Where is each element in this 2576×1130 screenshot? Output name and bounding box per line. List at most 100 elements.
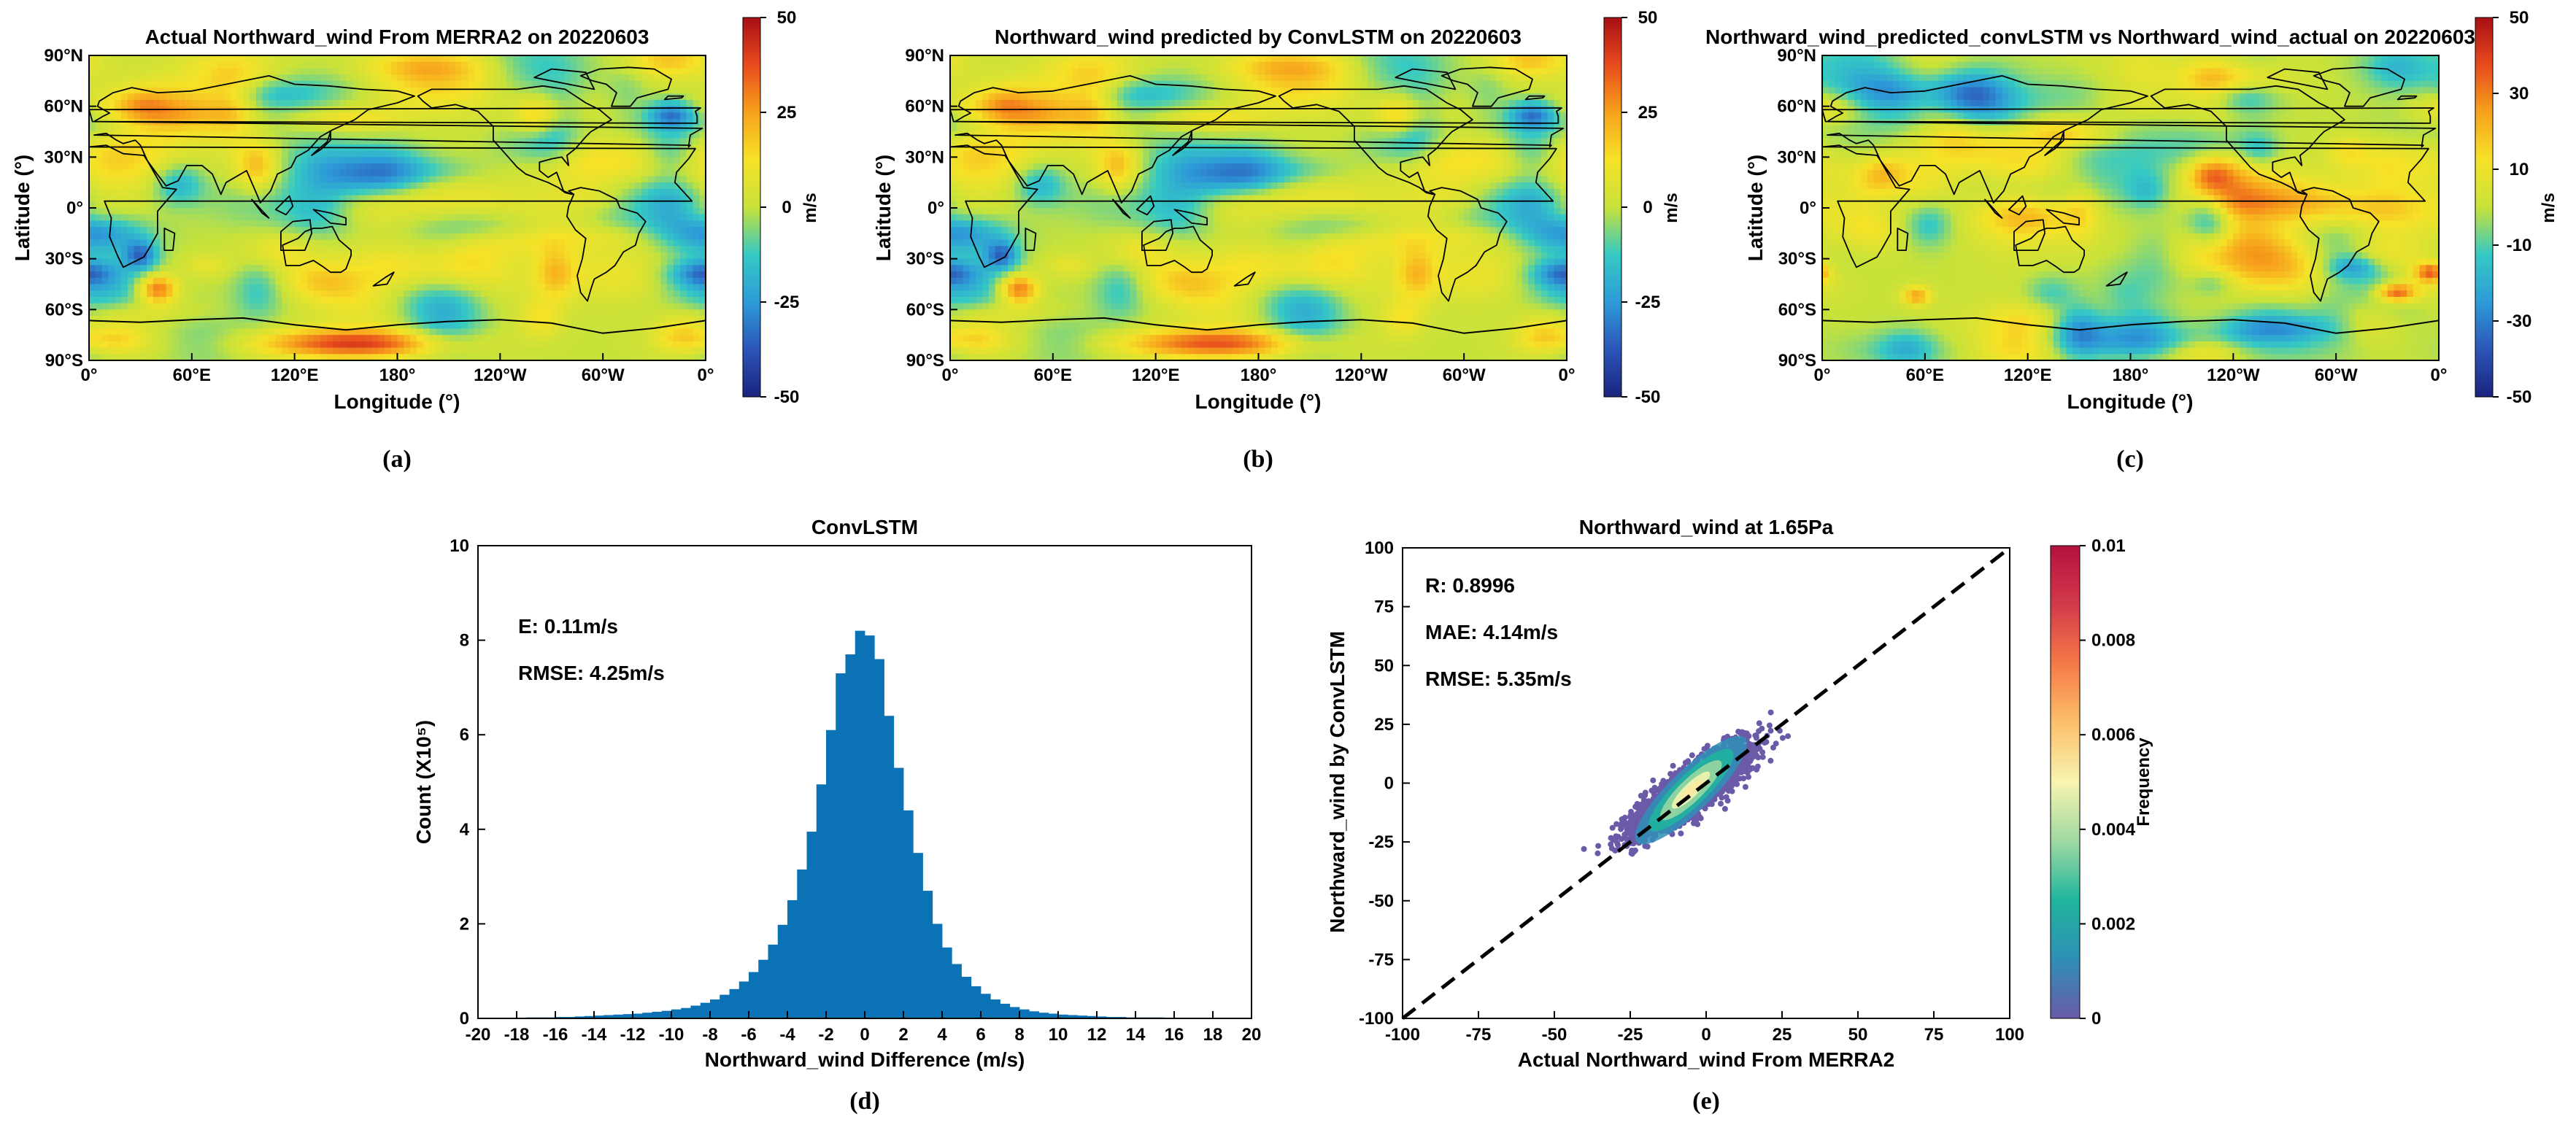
heatmap-cell <box>192 335 198 341</box>
heatmap-cell <box>481 271 487 278</box>
heatmap-cell <box>282 303 288 310</box>
heatmap-cell <box>655 119 661 125</box>
heatmap-cell <box>198 259 205 266</box>
heatmap-cell <box>391 220 398 227</box>
heatmap-cell <box>552 201 558 208</box>
heatmap-cell <box>339 278 346 285</box>
heatmap-cell <box>577 176 584 182</box>
heatmap-cell <box>231 214 237 221</box>
heatmap-cell <box>506 322 513 329</box>
heatmap-cell <box>622 125 629 132</box>
heatmap-cell <box>102 163 109 170</box>
heatmap-cell <box>236 278 243 285</box>
heatmap-cell <box>442 240 449 247</box>
heatmap-cell <box>327 303 333 310</box>
heatmap-cell <box>204 233 211 240</box>
heatmap-cell <box>603 55 609 62</box>
heatmap-cell <box>217 233 224 240</box>
heatmap-cell <box>982 62 989 69</box>
heatmap-cell <box>1040 62 1046 69</box>
heatmap-cell <box>250 55 256 62</box>
heatmap-cell <box>179 341 185 348</box>
heatmap-cell <box>423 151 430 158</box>
heatmap-cell <box>140 265 147 271</box>
heatmap-cell <box>430 303 436 310</box>
heatmap-cell <box>410 157 417 163</box>
heatmap-cell <box>185 208 192 214</box>
heatmap-cell <box>526 297 533 303</box>
heatmap-cell <box>558 201 565 208</box>
heatmap-cell <box>532 208 539 214</box>
heatmap-cell <box>468 214 474 221</box>
heatmap-cell <box>378 157 385 163</box>
heatmap-cell <box>231 322 237 329</box>
heatmap-cell <box>263 151 269 158</box>
heatmap-cell <box>423 214 430 221</box>
heatmap-cell <box>398 348 404 355</box>
heatmap-cell <box>577 348 584 355</box>
heatmap-cell <box>506 240 513 247</box>
heatmap-cell <box>468 290 474 297</box>
heatmap-cell <box>128 112 134 119</box>
heatmap-cell <box>674 138 680 144</box>
heatmap-cell <box>1496 68 1503 74</box>
heatmap-cell <box>172 297 179 303</box>
heatmap-cell <box>468 220 474 227</box>
heatmap-cell <box>442 220 449 227</box>
heatmap-cell <box>539 240 545 247</box>
heatmap-cell <box>693 220 699 227</box>
heatmap-cell <box>564 227 571 233</box>
heatmap-cell <box>430 297 436 303</box>
heatmap-cell <box>506 227 513 233</box>
heatmap-cell <box>153 81 160 88</box>
heatmap-cell <box>648 119 655 125</box>
heatmap-cell <box>224 55 231 62</box>
heatmap-cell <box>295 170 301 177</box>
heatmap-cell <box>545 220 552 227</box>
heatmap-cell <box>687 214 693 221</box>
heatmap-cell <box>121 335 128 341</box>
heatmap-cell <box>365 240 371 247</box>
heatmap-cell <box>468 176 474 182</box>
heatmap-cell <box>89 220 96 227</box>
heatmap-cell <box>385 285 391 291</box>
heatmap-cell <box>172 303 179 310</box>
heatmap-cell <box>596 316 603 322</box>
heatmap-cell <box>256 290 263 297</box>
heatmap-cell <box>134 170 141 177</box>
heatmap-cell <box>648 208 655 214</box>
heatmap-cell <box>121 93 128 100</box>
heatmap-cell <box>449 297 455 303</box>
heatmap-cell <box>635 335 641 341</box>
heatmap-cell <box>160 220 166 227</box>
heatmap-cell <box>327 240 333 247</box>
heatmap-cell <box>166 348 173 355</box>
heatmap-cell <box>256 81 263 88</box>
heatmap-cell <box>359 316 366 322</box>
heatmap-cell <box>680 151 687 158</box>
heatmap-cell <box>250 271 256 278</box>
heatmap-cell <box>423 81 430 88</box>
heatmap-cell <box>1361 62 1368 69</box>
heatmap-cell <box>674 341 680 348</box>
heatmap-cell <box>417 182 423 189</box>
heatmap-cell <box>365 246 371 252</box>
heatmap-cell <box>295 271 301 278</box>
heatmap-cell <box>995 62 1002 69</box>
heatmap-cell <box>680 348 687 355</box>
heatmap-cell <box>635 348 641 355</box>
heatmap-cell <box>609 125 616 132</box>
heatmap-cell <box>192 303 198 310</box>
heatmap-cell <box>442 132 449 139</box>
heatmap-cell <box>532 182 539 189</box>
heatmap-cell <box>352 252 359 259</box>
heatmap-cell <box>320 335 327 341</box>
heatmap-cell <box>1451 55 1458 62</box>
heatmap-cell <box>693 74 699 81</box>
heatmap-cell <box>539 233 545 240</box>
heatmap-cell <box>655 316 661 322</box>
heatmap-cell <box>320 220 327 227</box>
heatmap-cell <box>558 74 565 81</box>
heatmap-cell <box>571 157 577 163</box>
heatmap-cell <box>179 328 185 335</box>
